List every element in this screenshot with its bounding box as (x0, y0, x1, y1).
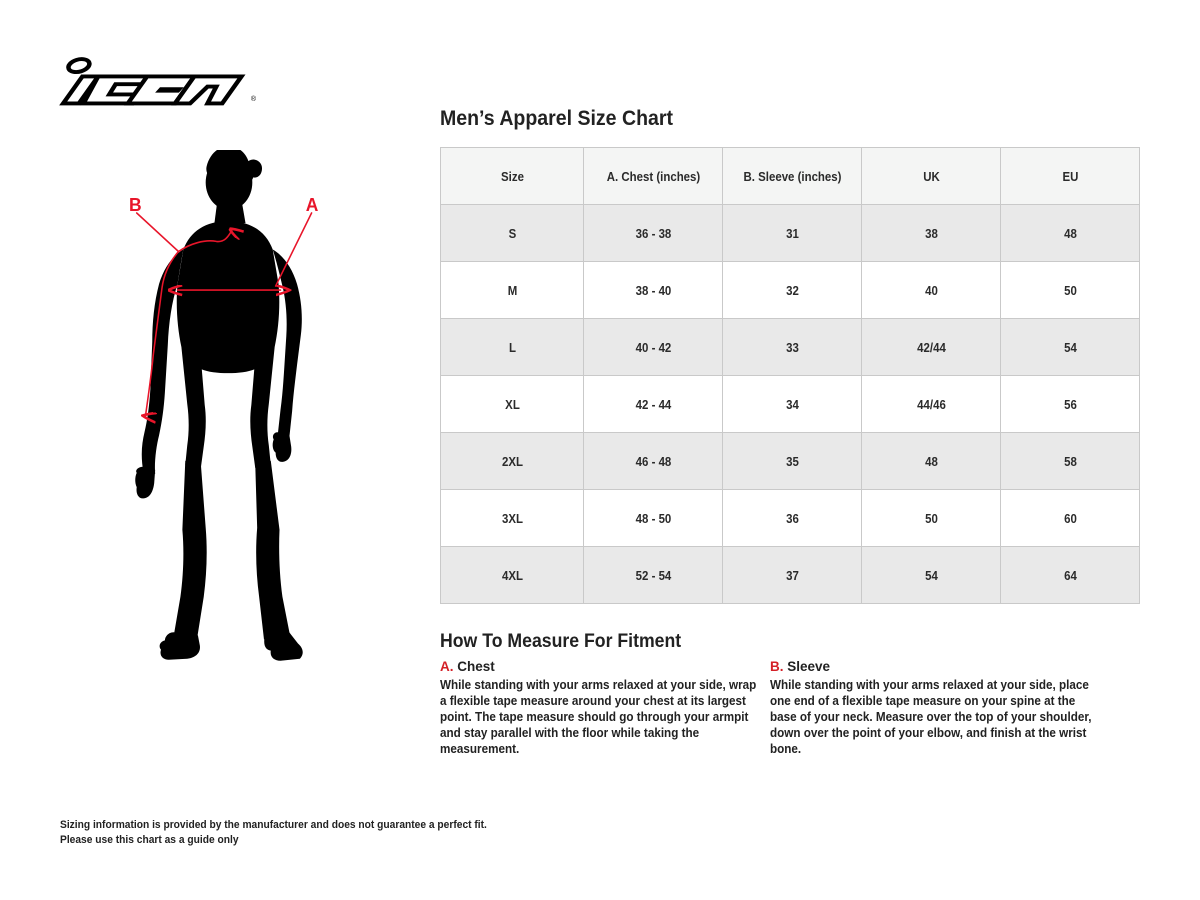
svg-text:B: B (129, 195, 142, 215)
svg-text:A: A (306, 195, 319, 215)
